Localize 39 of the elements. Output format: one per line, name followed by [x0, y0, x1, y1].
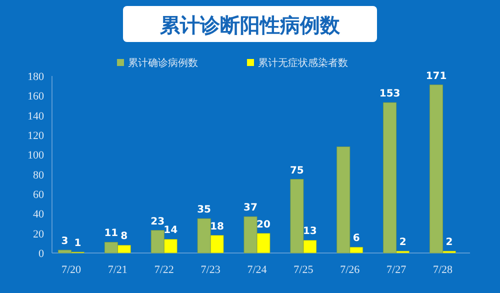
y-tick-label: 60 [33, 189, 44, 201]
data-label: 6 [352, 233, 360, 244]
legend-label: 累计无症状感染者数 [258, 57, 348, 69]
data-label: 2 [446, 237, 453, 248]
x-tick-label: 7/27 [386, 264, 407, 276]
data-label: 2 [399, 237, 406, 248]
y-tick-label: 120 [28, 130, 44, 142]
data-label: 13 [302, 226, 317, 238]
data-label: 3 [61, 236, 68, 248]
chart-title: 累计诊断阳性病例数 [159, 13, 341, 37]
y-tick-label: 0 [38, 248, 44, 260]
data-label: 18 [210, 221, 224, 232]
y-tick-label: 160 [28, 90, 44, 103]
legend-label: 累计确诊病例数 [128, 57, 198, 69]
y-tick-label: 80 [33, 169, 44, 182]
data-label: 153 [379, 88, 400, 100]
x-tick-label: 7/25 [294, 264, 314, 276]
y-tick-label: 40 [33, 208, 44, 221]
y-tick-label: 180 [28, 71, 44, 83]
y-tick-label: 100 [28, 150, 44, 162]
y-tick-label: 140 [28, 110, 44, 122]
data-label: 1 [74, 238, 82, 250]
x-tick-label: 7/26 [340, 264, 360, 276]
data-label: 14 [164, 225, 178, 236]
data-label: 11 [104, 228, 118, 240]
x-tick-label: 7/20 [61, 264, 82, 276]
data-label: 8 [120, 231, 128, 242]
x-tick-label: 7/21 [108, 264, 128, 276]
data-label: 20 [256, 219, 270, 230]
data-label: 37 [244, 202, 258, 214]
x-tick-label: 7/22 [154, 264, 174, 276]
data-label: 23 [150, 216, 165, 228]
x-tick-label: 7/28 [432, 264, 454, 276]
x-tick-label: 7/24 [247, 264, 268, 276]
x-tick-label: 7/23 [200, 264, 221, 276]
data-label: 35 [197, 204, 212, 216]
y-tick-label: 20 [33, 228, 44, 240]
data-label: 171 [426, 70, 447, 82]
data-label: 75 [290, 165, 304, 176]
